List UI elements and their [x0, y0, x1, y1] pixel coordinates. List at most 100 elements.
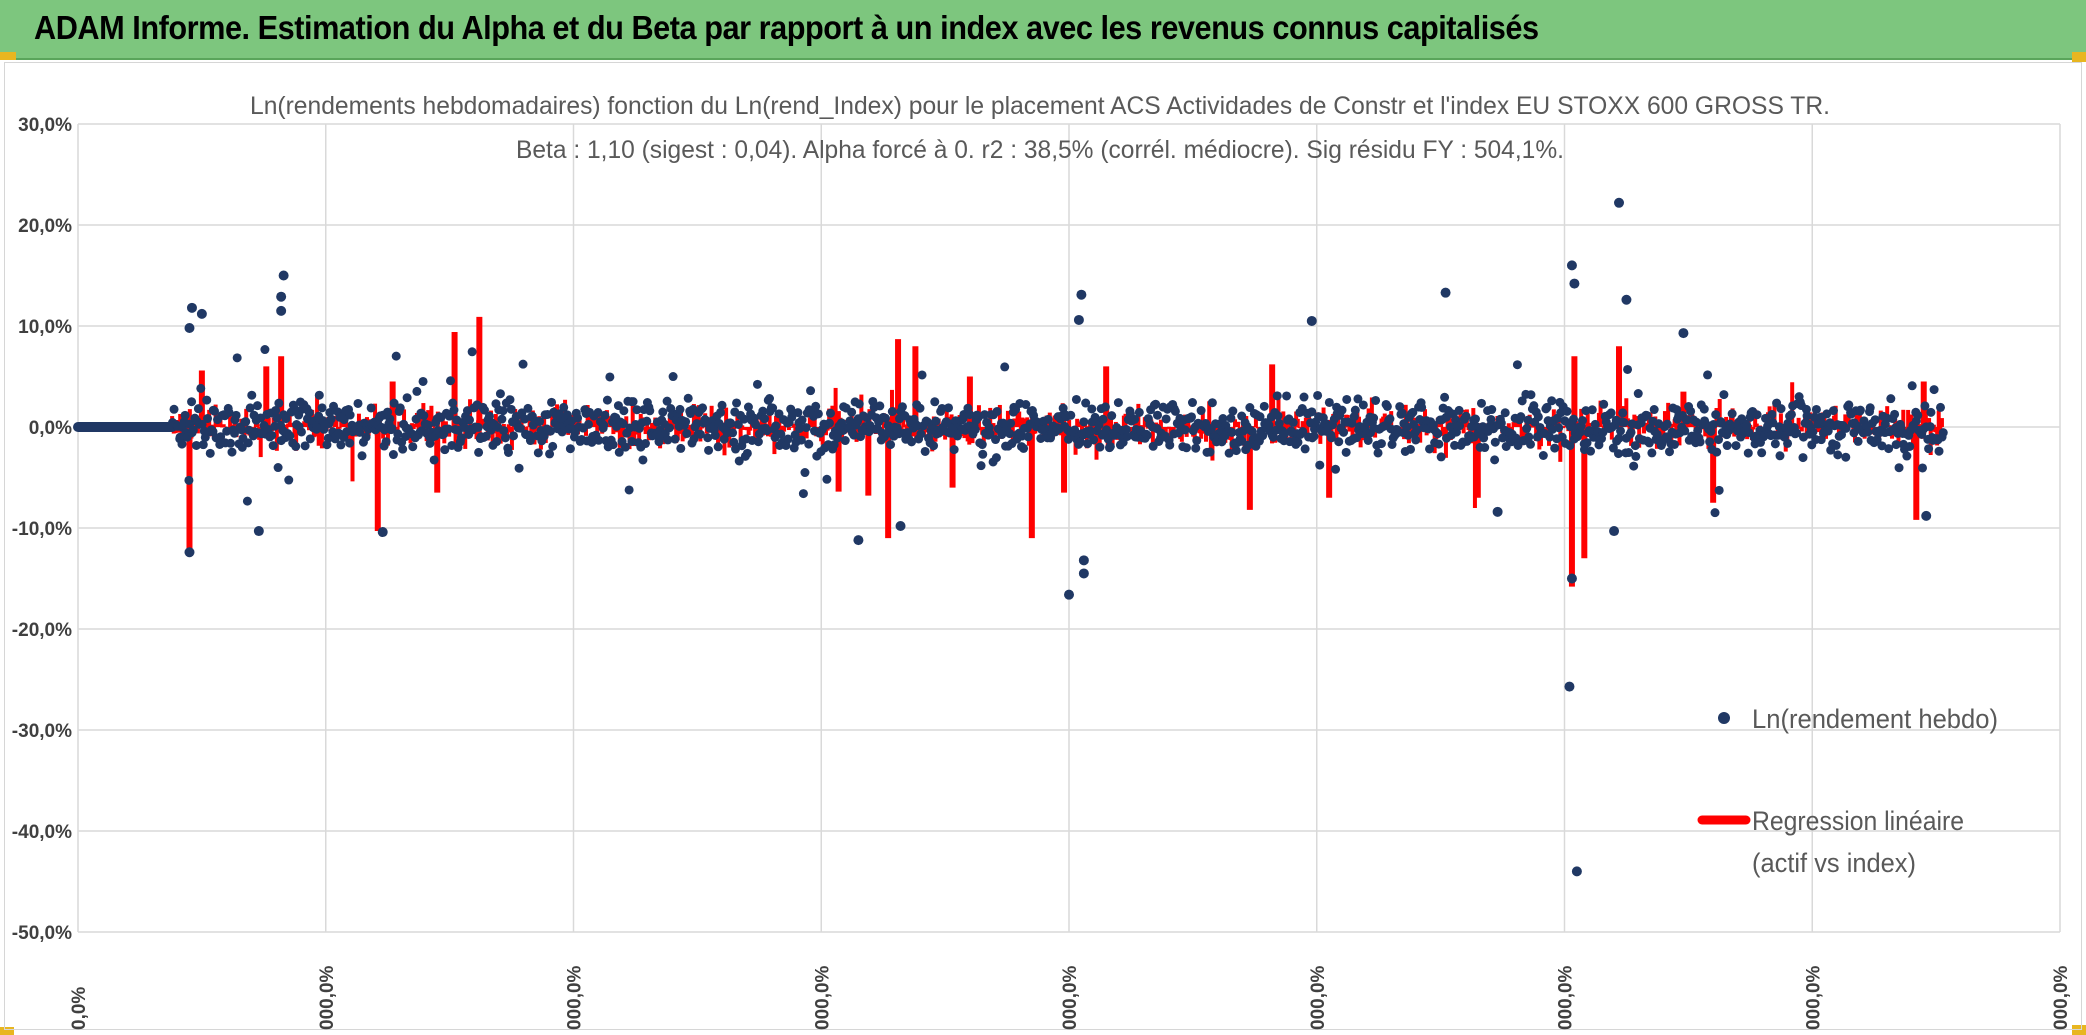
data-point	[1623, 364, 1633, 374]
data-point	[1258, 431, 1268, 441]
data-point	[1516, 412, 1526, 422]
data-point	[1227, 427, 1237, 437]
outlier-point	[1566, 260, 1577, 271]
data-point	[1411, 435, 1421, 445]
data-point	[713, 442, 723, 452]
outlier-point	[1614, 197, 1625, 208]
data-point	[216, 432, 226, 442]
data-point	[1647, 448, 1657, 458]
data-point	[1680, 426, 1690, 436]
data-point	[798, 489, 808, 499]
data-point	[391, 351, 401, 361]
data-point	[1079, 417, 1089, 427]
outlier-point	[196, 308, 207, 319]
resize-handle-bottom-right[interactable]	[2072, 1025, 2086, 1035]
y-axis-ticks: 30,0% 20,0% 10,0% 0,0% -10,0% -20,0% -30,0% -40…	[12, 115, 72, 944]
data-point	[444, 411, 454, 421]
data-point	[210, 406, 220, 416]
data-point	[1599, 399, 1609, 409]
data-point	[1808, 427, 1818, 437]
data-point	[1440, 392, 1450, 402]
data-point	[1706, 426, 1716, 436]
y-tick-label: -50,0%	[12, 923, 72, 944]
data-point	[743, 402, 753, 412]
outlier-point	[895, 520, 906, 531]
data-point	[1817, 419, 1827, 429]
data-point	[1282, 391, 1292, 401]
data-point	[1268, 432, 1278, 442]
data-point	[423, 420, 433, 430]
data-point	[822, 474, 832, 484]
data-point	[783, 434, 793, 444]
resize-handle-top-left[interactable]	[0, 52, 16, 60]
x-tick-label: 000,0%	[2051, 965, 2072, 1030]
data-point	[1107, 411, 1117, 421]
data-point	[1470, 414, 1480, 424]
data-point	[1455, 421, 1465, 431]
data-point	[1767, 409, 1777, 419]
data-point	[704, 445, 714, 455]
data-point	[695, 429, 705, 439]
data-point	[1479, 433, 1489, 443]
data-point	[523, 403, 533, 413]
data-point	[813, 409, 823, 419]
data-point	[559, 402, 569, 412]
data-point	[1309, 431, 1319, 441]
data-point	[683, 393, 693, 403]
data-point	[188, 425, 198, 435]
data-point	[481, 431, 491, 441]
x-tick-label: 0,0%	[69, 987, 90, 1030]
data-point	[1255, 412, 1265, 422]
y-tick-label: -40,0%	[12, 822, 72, 843]
data-point	[1616, 426, 1626, 436]
data-point	[717, 400, 727, 410]
data-point	[1545, 432, 1555, 442]
data-point	[1522, 424, 1532, 434]
chart-title-line2: Beta : 1,10 (sigest : 0,04). Alpha forcé…	[516, 136, 1564, 164]
data-point	[408, 442, 418, 452]
data-point	[509, 431, 519, 441]
data-point	[1844, 400, 1854, 410]
data-point	[1642, 410, 1652, 420]
data-point	[1891, 440, 1901, 450]
data-point	[638, 455, 648, 465]
data-point	[184, 475, 194, 485]
data-point	[1192, 436, 1202, 446]
data-point	[1000, 362, 1010, 372]
data-point	[662, 396, 672, 406]
data-point	[732, 398, 742, 408]
data-point	[1703, 370, 1713, 380]
outlier-point	[1609, 526, 1620, 537]
data-point	[456, 433, 466, 443]
outlier-point	[1678, 328, 1689, 339]
data-point	[1428, 420, 1438, 430]
data-point	[642, 416, 652, 426]
data-point	[1006, 418, 1016, 428]
data-point	[668, 372, 678, 382]
data-point	[1705, 437, 1715, 447]
data-point	[1408, 407, 1418, 417]
data-point	[1708, 420, 1718, 430]
resize-handle-top-right[interactable]	[2072, 52, 2086, 62]
data-point	[448, 398, 458, 408]
data-point	[1425, 444, 1435, 454]
data-point	[300, 441, 310, 451]
data-point	[698, 403, 708, 413]
data-point	[1582, 438, 1592, 448]
data-point	[1742, 421, 1752, 431]
data-point	[600, 410, 610, 420]
data-point	[1841, 423, 1851, 433]
data-point	[1853, 436, 1863, 446]
data-point	[1547, 396, 1557, 406]
data-point	[1913, 410, 1923, 420]
data-point	[419, 410, 429, 420]
resize-handle-bottom-left[interactable]	[0, 1027, 14, 1035]
data-point	[547, 397, 557, 407]
y-tick-label: 10,0%	[18, 317, 72, 338]
data-point	[271, 405, 281, 415]
y-tick-label: -30,0%	[12, 721, 72, 742]
data-point	[229, 428, 239, 438]
data-point	[1865, 403, 1875, 413]
data-point	[776, 429, 786, 439]
data-point	[1587, 405, 1597, 415]
